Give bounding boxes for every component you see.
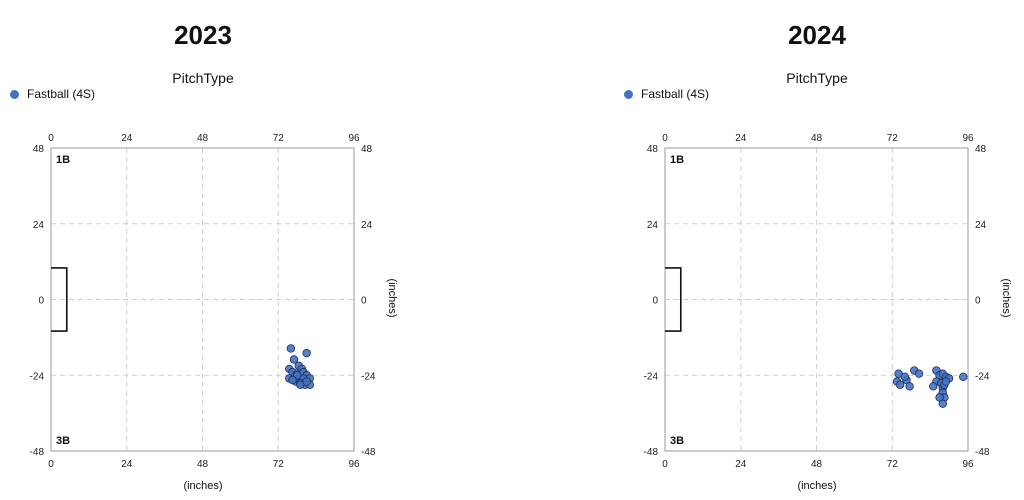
x-tick-label-bottom: 72 — [273, 459, 285, 470]
legend-title: PitchType — [786, 70, 848, 86]
y-tick-label-right: 48 — [361, 144, 373, 155]
x-tick-label-bottom: 96 — [962, 459, 974, 470]
x-tick-label-bottom: 24 — [735, 459, 747, 470]
y-tick-label-left: -24 — [30, 371, 45, 382]
corner-label-3b: 3B — [670, 435, 684, 447]
corner-label-1b: 1B — [56, 154, 70, 166]
x-tick-label-bottom: 48 — [811, 459, 823, 470]
legend-marker-icon — [10, 89, 19, 99]
x-tick-label-bottom: 72 — [887, 459, 899, 470]
x-tick-label-bottom: 0 — [662, 459, 668, 470]
y-tick-label-left: 24 — [33, 220, 45, 231]
x-tick-label-top: 96 — [962, 133, 974, 144]
x-axis-label: (inches) — [183, 480, 223, 492]
x-tick-label-top: 48 — [197, 133, 209, 144]
data-point[interactable] — [905, 382, 914, 391]
y-tick-label-left: 0 — [38, 296, 44, 307]
y-tick-label-left: 48 — [33, 144, 45, 155]
base-box — [51, 267, 68, 332]
x-tick-label-top: 24 — [121, 133, 133, 144]
x-tick-label-bottom: 96 — [348, 459, 360, 470]
y-tick-label-left: -48 — [644, 447, 659, 458]
x-tick-label-top: 72 — [273, 133, 285, 144]
data-point[interactable] — [302, 377, 311, 386]
x-tick-label-bottom: 0 — [48, 459, 54, 470]
y-tick-label-right: -24 — [975, 371, 990, 382]
data-point[interactable] — [959, 372, 968, 382]
y-tick-label-left: -24 — [644, 371, 659, 382]
x-tick-label-top: 96 — [348, 133, 360, 144]
legend-label: Fastball (4S) — [641, 87, 710, 101]
data-point[interactable] — [289, 355, 299, 364]
corner-label-3b: 3B — [56, 435, 70, 447]
x-tick-label-top: 0 — [48, 133, 54, 144]
y-tick-label-right: 24 — [975, 220, 987, 231]
data-point[interactable] — [914, 369, 924, 378]
x-tick-label-top: 72 — [887, 133, 899, 144]
data-point[interactable] — [302, 348, 311, 358]
y-tick-label-right: -48 — [361, 447, 376, 458]
y-axis-label: (inches) — [386, 278, 398, 318]
x-tick-label-bottom: 24 — [121, 459, 133, 470]
base-box — [665, 267, 682, 332]
legend-entry-fastball[interactable]: Fastball (4S) — [10, 87, 95, 101]
legend-label: Fastball (4S) — [27, 87, 96, 101]
chart-title: 2023 — [174, 20, 232, 50]
data-point[interactable] — [288, 375, 297, 385]
plot-frame — [50, 147, 355, 452]
chart-panel-2023: 2023 PitchType Fastball (4S) 0 0 24 24 48 48 7… — [10, 20, 398, 492]
data-point[interactable] — [900, 372, 910, 382]
plot-frame — [664, 147, 969, 452]
y-tick-label-left: 24 — [647, 220, 659, 231]
y-tick-label-right: -24 — [361, 371, 376, 382]
legend-title: PitchType — [172, 70, 234, 86]
x-axis-label: (inches) — [797, 480, 837, 492]
x-tick-label-top: 48 — [811, 133, 823, 144]
data-point[interactable] — [935, 393, 944, 402]
y-tick-label-right: 0 — [361, 296, 367, 307]
legend-marker-icon — [624, 89, 633, 99]
y-tick-label-right: 48 — [975, 144, 987, 155]
chart-panel-2024: 2024 PitchType Fastball (4S) 0 0 24 24 48 48 7… — [614, 0, 1024, 500]
x-tick-label-top: 24 — [735, 133, 747, 144]
y-tick-label-right: 0 — [975, 296, 981, 307]
y-tick-label-right: -48 — [975, 447, 990, 458]
x-tick-label-bottom: 48 — [197, 459, 209, 470]
legend-entry-fastball[interactable]: Fastball (4S) — [624, 87, 709, 101]
y-axis-label: (inches) — [1000, 278, 1012, 318]
data-point[interactable] — [286, 344, 296, 353]
data-point[interactable] — [929, 382, 938, 391]
corner-label-1b: 1B — [670, 154, 684, 166]
y-tick-label-left: -48 — [30, 447, 45, 458]
y-tick-label-left: 48 — [647, 144, 659, 155]
y-tick-label-right: 24 — [361, 220, 373, 231]
data-point[interactable] — [941, 377, 951, 386]
x-tick-label-top: 0 — [662, 133, 668, 144]
y-tick-label-left: 0 — [652, 296, 658, 307]
data-point[interactable] — [895, 380, 905, 389]
chart-title: 2024 — [788, 20, 846, 50]
